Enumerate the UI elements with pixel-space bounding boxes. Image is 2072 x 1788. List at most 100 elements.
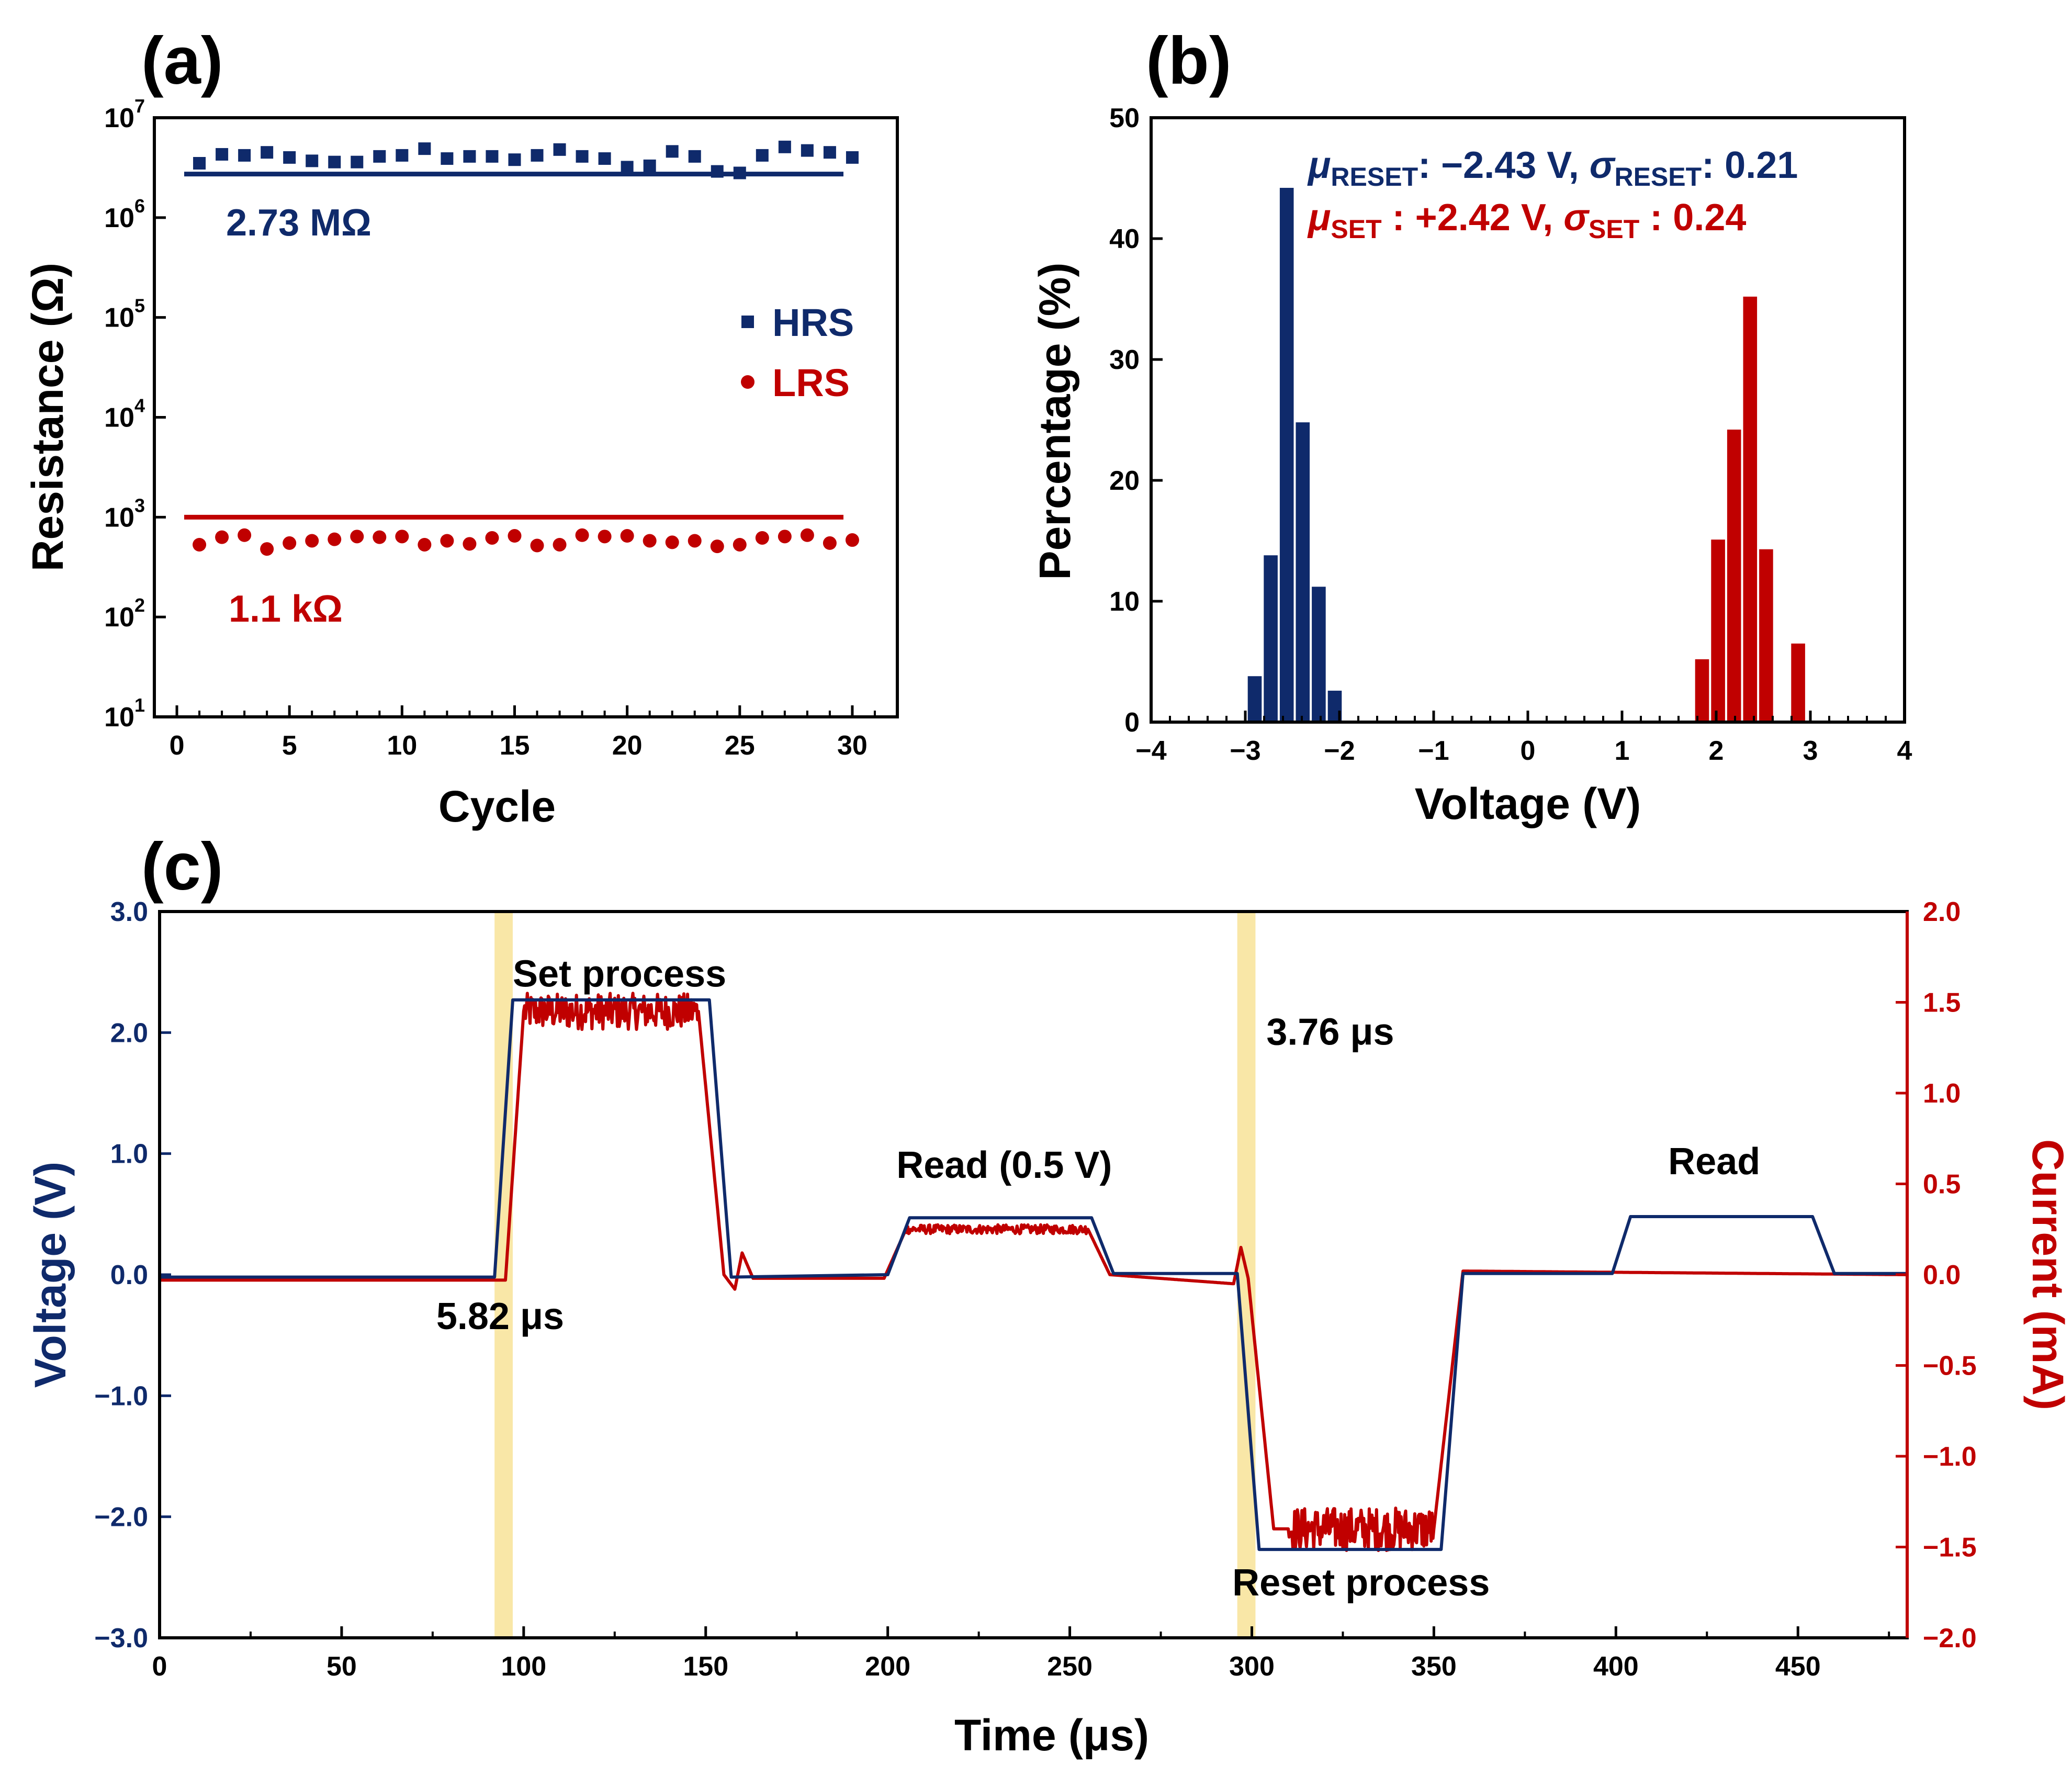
lrs-point — [395, 530, 409, 544]
panel-c-voltage-line — [160, 998, 1907, 1551]
lrs-point — [215, 530, 229, 544]
panel-b-xtick-label: 2 — [1709, 736, 1724, 766]
panel-c-ytick-label: 0.0 — [110, 1260, 148, 1290]
panel-a-lrs-points — [193, 528, 859, 556]
panel-a-ytick-label: 102 — [104, 594, 145, 633]
histogram-bar — [1296, 422, 1310, 722]
lrs-point — [193, 537, 207, 552]
hrs-point — [823, 146, 836, 159]
hrs-point — [621, 161, 634, 174]
panel-c-ytick-label: −2.0 — [94, 1502, 148, 1533]
lrs-point — [733, 537, 747, 552]
panel-c-xtick-label: 250 — [1047, 1651, 1093, 1682]
panel-b-ytick-label: 10 — [1109, 587, 1140, 617]
ytick-exp: 3 — [134, 494, 145, 516]
panel-a-label: (a) — [141, 24, 223, 98]
panel-a-frame — [153, 116, 899, 718]
stats-reset-mu-val: : −2.43 V, — [1418, 144, 1590, 186]
hrs-point — [666, 145, 679, 158]
panel-c-xtick-label: 300 — [1229, 1651, 1275, 1682]
panel-b-xtick-label: 0 — [1521, 736, 1536, 766]
hrs-point — [846, 151, 859, 164]
panel-b-ytick-label: 0 — [1124, 707, 1140, 738]
panel-b-xtick-label: 4 — [1897, 736, 1912, 766]
panel-c-ytick-label: 2.0 — [110, 1018, 148, 1048]
lrs-point — [305, 534, 319, 548]
legend-hrs-label: HRS — [772, 301, 854, 344]
panel-b-xtick-label: −1 — [1418, 736, 1449, 766]
panel-b-xtick-label: 1 — [1615, 736, 1630, 766]
panel-c-y2tick-label: −1.5 — [1923, 1533, 1977, 1563]
panel-a-xtick-label: 5 — [282, 730, 297, 761]
lrs-point — [620, 529, 634, 543]
hrs-point — [238, 149, 251, 162]
lrs-point — [463, 537, 477, 551]
panel-c-label: (c) — [141, 829, 223, 904]
histogram-bar — [1247, 676, 1262, 722]
lrs-point — [823, 536, 837, 550]
panel-a-ytick-label: 103 — [104, 494, 145, 533]
ytick-base: 10 — [104, 403, 134, 433]
stats-reset-sigma-sub: RESET — [1615, 162, 1702, 192]
panel-b-xtick-label: −2 — [1324, 736, 1355, 766]
histogram-bar — [1264, 555, 1278, 722]
panel-a-xtick-label: 10 — [387, 730, 417, 761]
panel-a-xtick-label: 30 — [837, 730, 868, 761]
hrs-point — [508, 153, 521, 166]
stats-set-sigma: σ — [1563, 197, 1590, 239]
hrs-point — [441, 152, 454, 165]
stats-reset-mu: μ — [1307, 144, 1331, 186]
histogram-bar — [1695, 659, 1709, 722]
lrs-point — [238, 528, 252, 542]
lrs-point — [260, 542, 274, 556]
panel-c-annotation: 3.76 μs — [1266, 1011, 1394, 1053]
stats-set-sigma-val: : 0.24 — [1639, 197, 1746, 239]
panel-a-ytick-label: 104 — [104, 395, 145, 433]
panel-a-xtick-label: 20 — [612, 730, 643, 761]
ytick-base: 10 — [104, 203, 134, 233]
stats-reset-sigma: σ — [1590, 144, 1616, 186]
panel-b-ylabel: Percentage (%) — [1030, 263, 1079, 580]
panel-a-ytick-label: 105 — [104, 295, 145, 333]
lrs-point — [485, 531, 499, 545]
panel-c-xlabel: Time (μs) — [954, 1711, 1149, 1760]
panel-b-frame — [1150, 116, 1906, 724]
stats-reset-sigma-val: : 0.21 — [1702, 144, 1798, 186]
panel-c-annotation: Reset process — [1232, 1562, 1490, 1604]
panel-c-ytick-label: 3.0 — [110, 897, 148, 927]
histogram-bar — [1759, 549, 1773, 722]
panel-c-y2tick-label: 2.0 — [1923, 897, 1961, 927]
panel-c-xtick-label: 400 — [1593, 1651, 1639, 1682]
panel-c-ytick-label: 1.0 — [110, 1139, 148, 1169]
histogram-bar — [1279, 187, 1294, 723]
histogram-bar — [1312, 587, 1326, 722]
lrs-point — [575, 528, 589, 542]
lrs-point — [800, 528, 814, 542]
panel-a-lrs-mean-label: 1.1 kΩ — [229, 588, 343, 630]
panel-c-xtick-label: 100 — [501, 1651, 546, 1682]
hrs-point — [418, 142, 431, 155]
panel-c-ytick-label: −3.0 — [94, 1623, 148, 1654]
panel-b: (b) μRESET: −2.43 V, σRESET: 0.21 μSET :… — [1030, 24, 1912, 828]
legend-lrs-marker — [741, 375, 755, 389]
panel-c-ylabel: Voltage (V) — [26, 1162, 75, 1388]
histogram-bar — [1791, 643, 1805, 722]
lrs-point — [328, 532, 342, 546]
stats-reset-mu-sub: RESET — [1331, 162, 1418, 192]
hrs-point — [643, 159, 656, 172]
panel-c-annotation: 5.82 μs — [436, 1296, 564, 1337]
panel-c-y2tick-label: −2.0 — [1923, 1623, 1977, 1654]
panel-b-reset-bars — [1247, 187, 1342, 723]
panel-a-ytick-label: 101 — [104, 694, 145, 733]
stats-set-mu-val: : +2.42 V, — [1382, 197, 1564, 239]
panel-c-annotations: Set process 5.82 μs Read (0.5 V) 3.76 μs Res… — [436, 953, 1760, 1604]
ytick-base: 10 — [104, 303, 134, 333]
panel-a-xtick-label: 15 — [500, 730, 530, 761]
ytick-base: 10 — [104, 103, 134, 133]
stats-set-mu: μ — [1307, 197, 1331, 239]
panel-c-ytick-label: −1.0 — [94, 1381, 148, 1411]
lrs-point — [440, 534, 454, 548]
